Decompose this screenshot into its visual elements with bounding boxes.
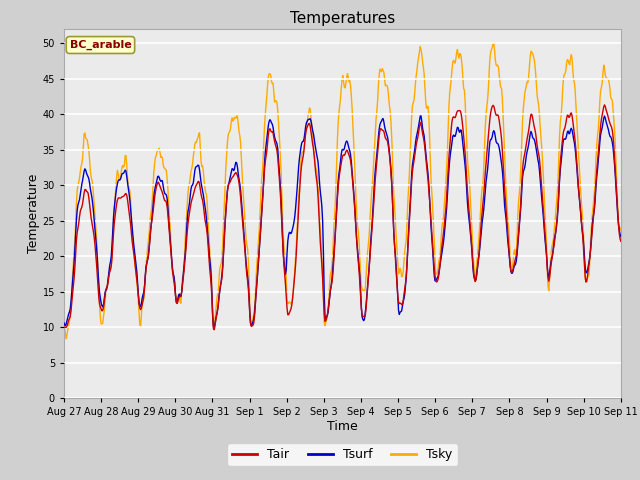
Tsky [63,336,70,342]
Tsurf [127,216,135,221]
Tair [60,324,68,330]
Tsky [490,40,498,46]
X-axis label: Time: Time [327,420,358,433]
Tsky [428,178,435,184]
Tsurf [417,113,425,119]
Tair [601,102,609,108]
Tsurf [617,234,625,240]
Tair [70,276,78,281]
Tair [127,230,135,236]
Tsky [185,183,193,189]
Tsky [214,290,222,296]
Tsky [71,238,79,244]
Line: Tsurf: Tsurf [64,116,621,328]
Tsurf [184,209,192,215]
Tair [214,304,222,310]
Tair [617,239,625,244]
Tsurf [214,302,222,308]
Tsurf [60,320,68,326]
Tsurf [70,260,78,266]
Line: Tair: Tair [64,105,621,330]
Tsky [128,230,136,236]
Tair [428,218,435,224]
Tsurf [211,325,218,331]
Line: Tsky: Tsky [64,43,621,339]
Tair [211,327,218,333]
Tair [184,222,192,228]
Legend: Tair, Tsurf, Tsky: Tair, Tsurf, Tsky [227,443,458,466]
Tsky [411,89,419,95]
Title: Temperatures: Temperatures [290,11,395,26]
Tsky [617,227,625,233]
Text: BC_arable: BC_arable [70,40,131,50]
Tsky [60,325,68,331]
Tsurf [411,146,419,152]
Tsurf [428,235,436,241]
Tair [411,152,419,158]
Y-axis label: Temperature: Temperature [27,174,40,253]
